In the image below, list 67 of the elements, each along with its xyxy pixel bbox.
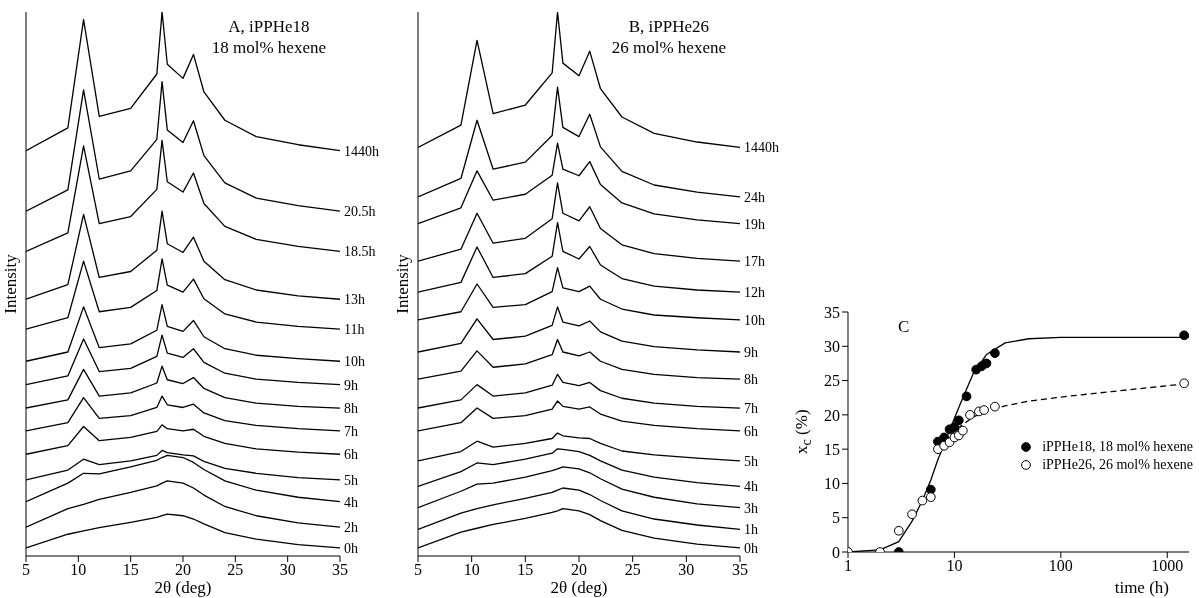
series-label: 1440h — [344, 143, 379, 159]
series-label: 2h — [344, 520, 358, 536]
series-label: 18.5h — [344, 244, 376, 260]
y-tick-label: 15 — [824, 440, 840, 458]
x-axis-title: 2θ (deg) — [549, 578, 609, 598]
x-axis-title: time (h) — [1114, 578, 1169, 598]
x-tick-label: 1 — [844, 557, 852, 575]
series-label: 6h — [344, 447, 358, 463]
series-label: 4h — [744, 479, 758, 495]
series-label: 7h — [344, 423, 358, 439]
x-axis-title: 2θ (deg) — [153, 578, 213, 598]
series-label: 3h — [744, 500, 758, 516]
series-label: 1440h — [744, 140, 779, 156]
y-tick-label: 35 — [824, 303, 840, 321]
annotation: 26 mol% hexene — [611, 37, 726, 58]
x-tick-label: 25 — [624, 561, 641, 579]
x-tick-label: 20 — [571, 561, 587, 579]
series-label: 9h — [344, 377, 358, 393]
annotation: 18 mol% hexene — [211, 37, 326, 58]
x-tick-label: 30 — [279, 561, 296, 579]
series-label: 1h — [744, 522, 758, 538]
x-tick-label: 15 — [122, 561, 139, 579]
series-label: 4h — [344, 494, 358, 510]
series-label: 11h — [344, 322, 365, 338]
x-tick-label: 10 — [946, 557, 963, 575]
x-tick-label: 1000 — [1151, 557, 1184, 575]
y-axis-title: Intensity — [393, 254, 413, 314]
x-tick-label: 20 — [175, 561, 191, 579]
x-tick-label: 15 — [517, 561, 534, 579]
x-tick-label: 35 — [332, 561, 348, 579]
x-tick-label: 10 — [463, 561, 480, 579]
series-label: 8h — [344, 401, 358, 417]
y-tick-label: 10 — [824, 475, 840, 493]
x-tick-label: 100 — [1048, 557, 1073, 575]
series-label: 17h — [744, 254, 765, 270]
series-label: 9h — [744, 345, 758, 360]
y-tick-label: 5 — [832, 509, 840, 527]
legend-label: iPPHe18, 18 mol% hexene — [1042, 437, 1193, 456]
series-label: 5h — [744, 453, 758, 469]
legend-label: iPPHe26, 26 mol% hexene — [1042, 455, 1193, 474]
x-tick-label: 25 — [227, 561, 244, 579]
series-label: 0h — [344, 540, 358, 556]
x-tick-label: 35 — [732, 561, 748, 579]
series-label: 5h — [344, 472, 358, 488]
series-label: 8h — [744, 372, 758, 388]
x-tick-label: 30 — [678, 561, 695, 579]
annotation: B, iPPHe26 — [627, 16, 710, 37]
series-label: 13h — [344, 292, 365, 308]
y-tick-label: 0 — [832, 543, 840, 561]
y-tick-label: 20 — [824, 406, 840, 424]
series-label: 10h — [744, 312, 765, 328]
y-tick-label: 25 — [824, 372, 840, 390]
series-label: 0h — [744, 540, 758, 556]
y-axis-title: Intensity — [1, 254, 21, 314]
series-label: 6h — [744, 423, 758, 439]
series-label: 19h — [744, 216, 765, 232]
annotation: C — [898, 316, 910, 337]
x-tick-label: 5 — [22, 561, 30, 579]
x-tick-label: 5 — [414, 561, 422, 579]
series-label: 24h — [744, 189, 765, 205]
y-tick-label: 30 — [824, 337, 840, 355]
series-label: 7h — [744, 401, 758, 417]
series-label: 20.5h — [344, 204, 376, 220]
annotation: A, iPPHe18 — [227, 16, 311, 37]
series-label: 10h — [344, 354, 365, 370]
x-tick-label: 10 — [70, 561, 87, 579]
series-label: 12h — [744, 285, 765, 301]
